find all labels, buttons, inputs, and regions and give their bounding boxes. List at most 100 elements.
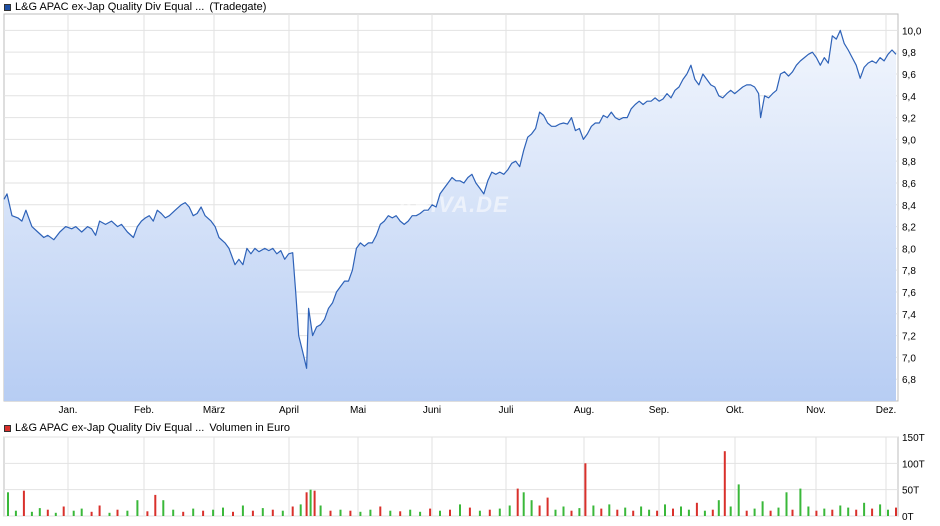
volume-bar xyxy=(429,508,432,516)
price-y-tick-label: 9,0 xyxy=(902,135,916,146)
volume-bar xyxy=(241,505,244,516)
volume-bar xyxy=(62,506,65,516)
volume-bar xyxy=(578,508,581,516)
volume-bar xyxy=(785,492,788,516)
price-y-tick-label: 7,0 xyxy=(902,353,916,364)
price-y-tick-label: 7,6 xyxy=(902,288,916,299)
price-y-tick-label: 9,2 xyxy=(902,114,916,125)
volume-bar xyxy=(723,451,726,516)
volume-bar xyxy=(22,490,25,516)
volume-bar xyxy=(154,494,157,516)
volume-bar xyxy=(729,506,732,516)
volume-bar xyxy=(807,506,810,516)
volume-bar xyxy=(212,509,215,516)
volume-y-tick-label: 100T xyxy=(902,459,925,470)
volume-bar xyxy=(126,510,129,516)
volume-bar xyxy=(261,508,264,516)
x-axis-tick-label: Feb. xyxy=(134,405,154,416)
price-chart-title: L&G APAC ex-Jap Quality Div Equal ... (T… xyxy=(4,1,266,14)
volume-bar xyxy=(409,509,412,516)
x-axis-tick-label: Okt. xyxy=(726,405,744,416)
x-axis-tick-label: Jan. xyxy=(59,405,78,416)
volume-bar xyxy=(54,512,57,516)
volume-bar xyxy=(313,490,316,516)
volume-bar xyxy=(508,505,511,516)
volume-chart-title: L&G APAC ex-Jap Quality Div Equal ... Vo… xyxy=(4,422,290,435)
volume-bar xyxy=(640,506,643,516)
x-axis-tick-label: April xyxy=(279,405,299,416)
volume-bar xyxy=(863,502,866,516)
x-axis-tick-label: Mai xyxy=(350,405,366,416)
volume-bar xyxy=(855,509,858,516)
volume-bar xyxy=(459,504,461,516)
price-y-tick-label: 6,8 xyxy=(902,375,916,386)
volume-bar xyxy=(202,510,205,516)
volume-bar xyxy=(570,510,573,516)
volume-bar xyxy=(305,492,308,516)
volume-bar xyxy=(761,501,764,516)
volume-bar xyxy=(419,511,422,516)
volume-bar xyxy=(162,500,165,516)
price-y-tick-label: 10,0 xyxy=(902,26,922,37)
volume-bar xyxy=(777,507,780,516)
volume-bar xyxy=(80,508,83,516)
price-y-tick-label: 8,6 xyxy=(902,179,916,190)
volume-bar xyxy=(146,511,149,516)
volume-bar xyxy=(309,489,312,516)
volume-bar xyxy=(468,507,471,516)
volume-bar xyxy=(664,504,666,516)
price-y-tick-label: 8,4 xyxy=(902,201,916,212)
x-axis-tick-label: Sep. xyxy=(649,405,670,416)
volume-bar xyxy=(116,509,119,516)
volume-bar xyxy=(799,488,802,516)
price-line xyxy=(3,29,897,369)
volume-bar xyxy=(554,509,557,516)
volume-bar xyxy=(703,510,706,516)
volume-bar xyxy=(14,510,17,516)
volume-bar xyxy=(291,506,294,516)
price-instrument-name: L&G APAC ex-Jap Quality Div Equal ... xyxy=(15,1,205,13)
volume-bar xyxy=(656,510,659,516)
volume-bar xyxy=(46,509,49,516)
volume-bar xyxy=(108,512,111,516)
volume-bar xyxy=(7,492,9,516)
volume-bar xyxy=(90,511,93,516)
volume-bar xyxy=(632,510,635,516)
watermark: ARIVA.DE xyxy=(396,192,509,217)
volume-legend-swatch xyxy=(4,425,11,432)
volume-bar xyxy=(895,507,897,516)
volume-bar xyxy=(38,508,41,516)
volume-bar xyxy=(281,510,284,516)
volume-bar xyxy=(222,507,224,516)
price-y-tick-label: 9,8 xyxy=(902,48,916,59)
volume-bar xyxy=(616,509,619,516)
volume-bar xyxy=(624,507,627,516)
volume-bar xyxy=(695,502,698,516)
volume-bar xyxy=(136,500,139,516)
price-exchange-label: (Tradegate) xyxy=(209,1,267,13)
volume-bar xyxy=(737,484,740,516)
volume-bar xyxy=(871,508,874,516)
price-area xyxy=(4,30,896,402)
volume-bar xyxy=(562,506,565,516)
volume-bar xyxy=(753,508,756,516)
volume-bar xyxy=(879,504,882,516)
x-axis-tick-label: Dez. xyxy=(876,405,897,416)
price-y-tick-label: 7,2 xyxy=(902,332,916,343)
volume-bar xyxy=(478,510,481,516)
volume-bar xyxy=(359,511,362,516)
x-axis-tick-label: März xyxy=(203,405,225,416)
volume-bar xyxy=(711,509,714,516)
price-y-tick-label: 7,4 xyxy=(902,310,916,321)
volume-bar xyxy=(546,497,549,516)
volume-bar xyxy=(887,509,889,516)
volume-bar xyxy=(319,505,322,516)
price-y-tick-label: 8,0 xyxy=(902,244,916,255)
volume-bar xyxy=(72,510,75,516)
volume-bar xyxy=(449,509,451,516)
volume-bar xyxy=(831,509,834,516)
volume-bar xyxy=(439,510,441,516)
volume-bar xyxy=(349,510,352,516)
price-y-tick-label: 9,4 xyxy=(902,92,916,103)
volume-bar xyxy=(379,506,382,516)
